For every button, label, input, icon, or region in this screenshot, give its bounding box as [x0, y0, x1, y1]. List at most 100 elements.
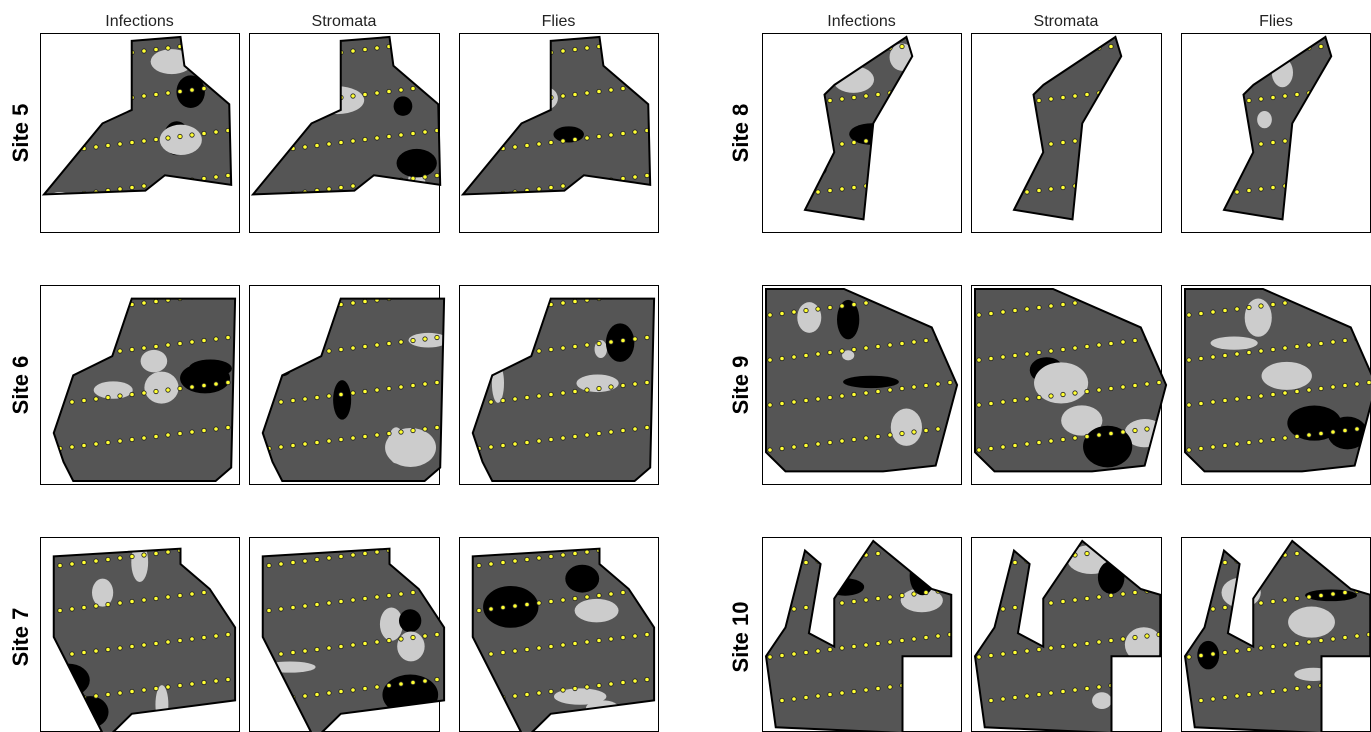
sample-point [278, 606, 284, 612]
sample-point [350, 687, 356, 693]
zone-blob [397, 631, 425, 662]
sample-point [1234, 189, 1240, 195]
sample-point [512, 558, 518, 564]
sample-point [911, 384, 917, 390]
column-header: Stromata [312, 13, 377, 30]
sample-point [767, 447, 773, 453]
sample-point [524, 439, 530, 446]
sample-point [827, 349, 833, 356]
sample-point [548, 391, 554, 398]
sample-point [338, 346, 344, 353]
sample-point [141, 435, 147, 441]
sample-point [1108, 340, 1114, 347]
sample-point [1012, 649, 1018, 656]
sample-point [1282, 138, 1288, 144]
sample-point [153, 388, 159, 395]
sample-point [1198, 400, 1204, 407]
field-outline [471, 297, 656, 482]
sample-point [1132, 337, 1138, 344]
sample-point [1342, 589, 1348, 596]
sample-point [1330, 636, 1336, 642]
sample-point [524, 142, 530, 149]
sample-point [213, 426, 219, 432]
sample-point [827, 304, 833, 311]
sample-point [213, 678, 219, 684]
map-panel [40, 537, 240, 732]
sample-point [1270, 346, 1276, 353]
sample-point [1036, 97, 1042, 104]
sample-point [632, 633, 638, 639]
sample-point [1330, 384, 1336, 390]
zone-blob [565, 564, 600, 593]
sample-point [398, 429, 404, 435]
sample-point [536, 645, 542, 651]
sample-point [887, 639, 893, 645]
sample-point [548, 553, 554, 560]
sample-point [434, 172, 440, 179]
sample-point [105, 142, 111, 149]
site-label: Site 10 [728, 602, 753, 673]
sample-point [935, 426, 941, 432]
sample-point [632, 678, 638, 684]
sample-point [338, 391, 344, 398]
sample-point [93, 693, 99, 699]
sample-point [827, 394, 833, 401]
sample-point [524, 646, 530, 653]
sample-point [988, 400, 994, 407]
sample-point [548, 436, 554, 443]
sample-point [839, 303, 845, 309]
sample-point [791, 444, 797, 450]
sample-point [863, 687, 869, 693]
sample-point [1294, 343, 1300, 350]
map-panel [459, 537, 659, 732]
sample-point [213, 336, 219, 342]
sample-point [398, 591, 404, 597]
sample-point [201, 85, 207, 92]
sample-point [887, 387, 893, 393]
sample-point [374, 594, 380, 600]
sample-point [302, 693, 308, 699]
sample-point [875, 343, 881, 350]
sample-point [791, 696, 797, 702]
sample-point [189, 384, 195, 390]
sample-point [69, 399, 75, 405]
sample-point [1258, 600, 1264, 606]
sample-point [362, 136, 368, 143]
sample-point [117, 600, 123, 606]
site-label: Site 7 [8, 608, 33, 667]
sample-point [1354, 633, 1360, 639]
sample-point [290, 559, 296, 566]
sample-point [290, 397, 296, 404]
sample-point [350, 435, 356, 441]
sample-point [899, 637, 905, 644]
sample-point [839, 96, 845, 102]
sample-point [839, 438, 845, 444]
zone-blob [553, 126, 584, 143]
sample-point [1246, 304, 1252, 311]
sample-point [165, 684, 171, 690]
sample-point [81, 649, 87, 656]
sample-point [596, 340, 602, 347]
sample-point [117, 645, 123, 651]
sample-point [362, 433, 368, 440]
sample-point [596, 682, 602, 689]
sample-point [93, 558, 99, 564]
sample-point [1198, 355, 1204, 362]
sample-point [225, 334, 231, 341]
zone-blob [159, 124, 202, 156]
sample-point [1330, 591, 1336, 597]
sample-point [225, 424, 231, 431]
sample-point [1258, 303, 1264, 309]
site-label: Site 9 [728, 356, 753, 415]
sample-point [548, 688, 554, 695]
sample-point [500, 649, 506, 656]
field-area [53, 298, 236, 481]
sample-point [512, 648, 518, 654]
sample-point [362, 91, 368, 98]
zone-blob [1261, 361, 1312, 390]
sample-point [1318, 592, 1324, 599]
sample-point [1012, 352, 1018, 359]
sample-point [1060, 688, 1066, 695]
sample-point [1354, 381, 1360, 387]
